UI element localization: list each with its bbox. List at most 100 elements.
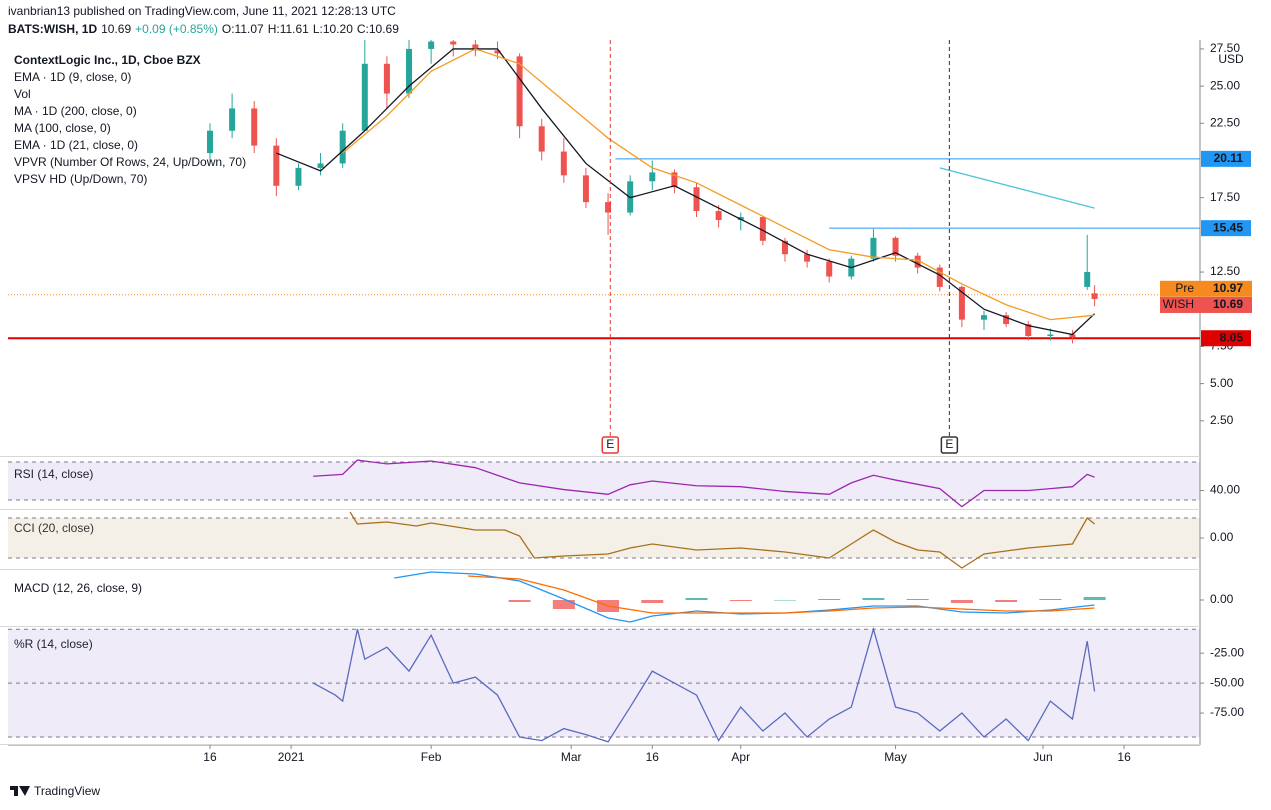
y-tick-label: 17.50 (1210, 190, 1240, 204)
candle-body (361, 63, 368, 131)
histogram-bar (862, 598, 885, 600)
candle-body (759, 217, 766, 241)
price-tag (1201, 220, 1251, 237)
legend-item: VPSV HD (Up/Down, 70) (14, 172, 148, 186)
x-tick-label: May (884, 750, 907, 764)
candle-body (1084, 272, 1091, 287)
y-tick-label: 22.50 (1210, 115, 1240, 129)
y-tick-label: 2.50 (1210, 413, 1234, 427)
y-tick-label: 5.00 (1210, 376, 1234, 390)
last-price: 10.69 (101, 22, 132, 36)
price-tag-prefix: Pre (1175, 281, 1194, 295)
y-tick-label: -75.00 (1210, 705, 1244, 719)
candle-body (1069, 334, 1076, 338)
x-tick-label: 16 (1117, 750, 1131, 764)
candle-body (1047, 334, 1054, 337)
histogram-bar (508, 600, 531, 602)
legend-item: MA · 1D (200, close, 0) (14, 104, 137, 118)
price-tag-prefix: WISH (1163, 297, 1194, 311)
candle-body (251, 108, 258, 146)
y-tick-label: 0.00 (1210, 530, 1234, 544)
logo-icon (10, 786, 30, 796)
candle-body (804, 254, 811, 262)
series-line (313, 459, 1095, 508)
candle-body (229, 108, 236, 131)
x-tick-label: Apr (731, 750, 750, 764)
histogram-bar (818, 599, 841, 600)
pane-title: CCI (20, close) (14, 521, 94, 535)
candle-body (649, 172, 656, 182)
legend-item: Vol (14, 87, 31, 101)
series-line (467, 575, 1095, 614)
published-line: ivanbrian13 published on TradingView.com… (8, 4, 396, 18)
x-tick-label: 16 (646, 750, 660, 764)
candle-body (870, 237, 877, 259)
x-tick-label: Jun (1033, 750, 1052, 764)
x-tick-label: 2021 (278, 750, 305, 764)
legend-item: MA (100, close, 0) (14, 121, 111, 135)
candle-body (892, 237, 899, 256)
price-tag (1160, 296, 1252, 313)
candle-body (715, 211, 722, 220)
y-tick-label: -25.00 (1210, 645, 1244, 659)
price-tag (1160, 280, 1252, 297)
x-tick-label: Mar (561, 750, 582, 764)
candle-body (582, 175, 589, 203)
series-line (394, 571, 1095, 623)
currency: USD (1218, 52, 1244, 66)
x-tick-label: Feb (421, 750, 442, 764)
candle-body (914, 255, 921, 268)
candle-body (428, 41, 435, 49)
candle-body (605, 202, 612, 213)
candle-body (317, 163, 324, 168)
earnings-marker (601, 436, 620, 454)
y-tick-label: -50.00 (1210, 675, 1244, 689)
candle-body (339, 130, 346, 164)
histogram-bar (1083, 597, 1106, 600)
legend-title: ContextLogic Inc., 1D, Cboe BZX (14, 53, 201, 67)
series-line (342, 48, 1095, 321)
candle-body (1091, 293, 1098, 299)
plot-area (8, 40, 1200, 344)
candle-body (958, 286, 965, 320)
candle-body (406, 48, 413, 94)
ohlc: H:11.61 (267, 22, 309, 36)
earnings-label: E (606, 437, 614, 451)
histogram-bar (773, 600, 796, 601)
ohlc: L:10.20 (312, 22, 353, 36)
series-line (349, 511, 1096, 569)
candle-body (981, 315, 988, 320)
histogram-bar (1039, 599, 1062, 600)
candle-body (273, 145, 280, 186)
series-line (276, 48, 1096, 336)
series-line (312, 626, 1096, 743)
legend-item: EMA · 1D (9, close, 0) (14, 70, 132, 84)
candle-body (206, 130, 213, 154)
price-tag-label: 10.69 (1213, 297, 1243, 311)
histogram-bar (995, 600, 1018, 602)
price-tag (1201, 330, 1251, 347)
legend-item: VPVR (Number Of Rows, 24, Up/Down, 70) (14, 155, 247, 169)
candle-body (538, 126, 545, 152)
histogram-bar (685, 598, 708, 600)
price-tag-label: 8.05 (1220, 330, 1244, 344)
histogram-bar (906, 599, 929, 600)
earnings-marker (940, 436, 959, 454)
legend-item: EMA · 1D (21, close, 0) (14, 138, 139, 152)
price-tag (1201, 150, 1251, 167)
y-tick-label: 40.00 (1210, 483, 1240, 497)
candle-body (1003, 315, 1010, 325)
y-tick-label: 27.50 (1210, 41, 1240, 55)
candle-body (516, 56, 523, 127)
y-tick-label: 0.00 (1210, 592, 1234, 606)
candle-body (826, 261, 833, 277)
pane-title: %R (14, close) (14, 637, 93, 651)
earnings-label: E (945, 437, 953, 451)
candle-body (472, 44, 479, 51)
histogram-bar (641, 600, 664, 603)
histogram-bar (729, 600, 752, 601)
pane-title: MACD (12, 26, close, 9) (14, 581, 142, 595)
price-tag-label: 10.97 (1213, 281, 1243, 295)
